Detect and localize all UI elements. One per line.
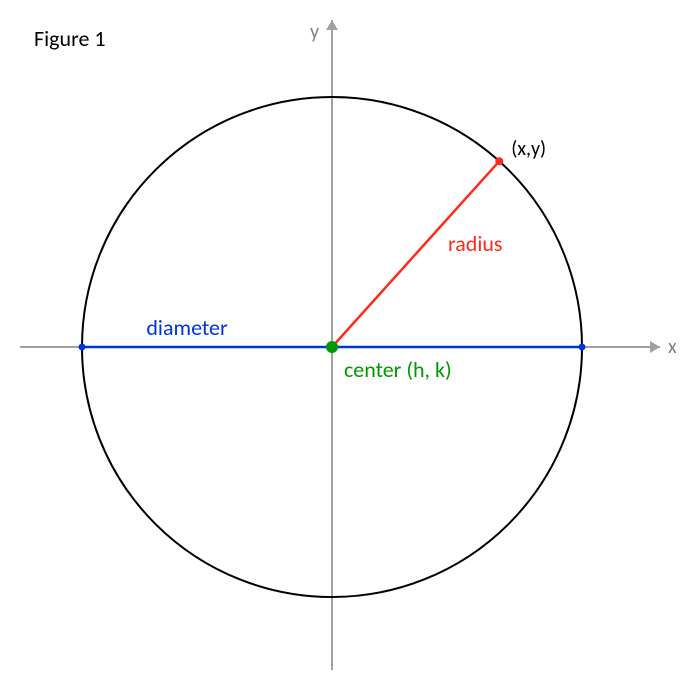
center-label: center (h, k) <box>344 356 452 383</box>
radius-label: radius <box>448 230 503 257</box>
center-dot <box>326 341 338 353</box>
y-axis-arrow-icon <box>326 20 338 30</box>
x-axis-arrow-icon <box>650 341 660 353</box>
diameter-label: diameter <box>146 314 228 341</box>
radius-point-label: (x,y) <box>511 137 546 161</box>
diameter-endpoint-left <box>79 344 86 351</box>
diameter-endpoint-right <box>579 344 586 351</box>
x-axis-label: x <box>668 335 677 359</box>
figure-title: Figure 1 <box>34 25 106 52</box>
radius-endpoint <box>495 157 503 165</box>
y-axis-label: y <box>310 20 319 44</box>
